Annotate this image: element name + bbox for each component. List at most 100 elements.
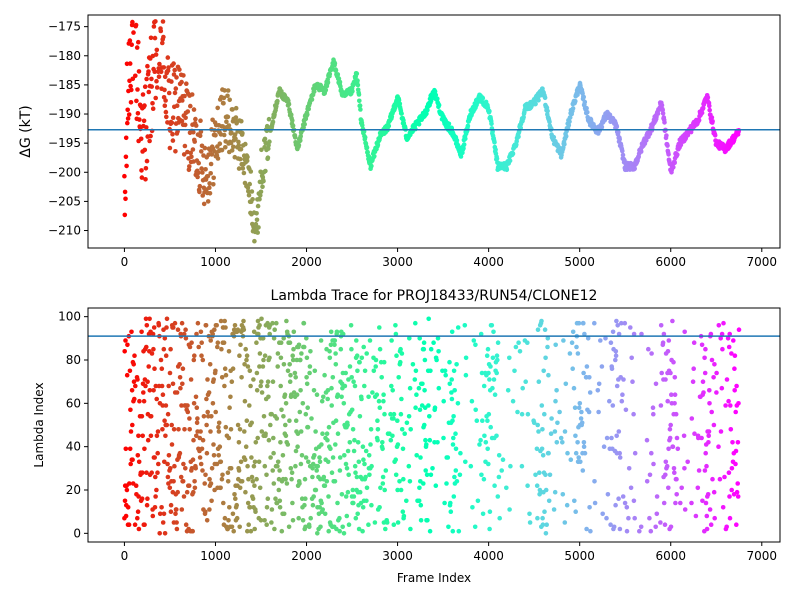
delta-g-point: [545, 108, 550, 114]
lambda-point: [343, 494, 349, 499]
delta-g-point: [290, 123, 296, 129]
lambda-point: [291, 329, 297, 335]
lambda-point: [543, 487, 549, 493]
lambda-point: [507, 355, 512, 361]
lambda-point: [309, 416, 314, 421]
delta-g-point: [551, 134, 557, 140]
lambda-point: [348, 323, 354, 328]
lambda-point: [417, 407, 423, 413]
lambda-point: [257, 485, 263, 491]
lambda-point: [251, 377, 256, 382]
delta-g-point: [238, 147, 244, 152]
lambda-point: [733, 461, 738, 467]
lambda-point: [398, 359, 403, 365]
lambda-point: [311, 494, 317, 499]
lambda-point: [298, 429, 304, 434]
lambda-point: [133, 483, 139, 489]
delta-g-point: [255, 203, 261, 209]
lambda-point: [158, 357, 164, 363]
lambda-point: [305, 405, 311, 411]
lambda-point: [257, 351, 263, 356]
lambda-point: [215, 344, 220, 350]
lambda-point: [648, 528, 654, 534]
lambda-point: [219, 476, 225, 482]
lambda-point: [264, 505, 270, 510]
delta-g-point: [397, 101, 403, 106]
delta-g-point: [122, 212, 128, 218]
x-tick-label: 5000: [564, 255, 595, 269]
lambda-point: [543, 355, 548, 361]
lambda-point: [671, 359, 676, 365]
lambda-point: [398, 487, 404, 493]
lambda-point: [337, 515, 342, 521]
lambda-point: [486, 411, 492, 417]
lambda-point: [222, 318, 227, 324]
lambda-point: [245, 500, 251, 506]
delta-g-point: [179, 118, 185, 124]
delta-g-point: [185, 109, 191, 114]
delta-g-point: [245, 154, 250, 160]
lambda-point: [253, 440, 259, 445]
lambda-point: [408, 526, 413, 532]
lambda-point: [515, 409, 520, 415]
x-tick-label: 7000: [747, 255, 778, 269]
lambda-point: [144, 344, 149, 350]
lambda-point: [390, 433, 395, 439]
lambda-point: [734, 522, 739, 527]
lambda-point: [337, 528, 343, 534]
lambda-point: [364, 498, 369, 504]
lambda-point: [567, 351, 573, 356]
lambda-point: [179, 507, 185, 512]
lambda-point: [578, 416, 584, 421]
y-tick-label: 40: [66, 440, 81, 454]
delta-g-point: [236, 139, 241, 145]
lambda-point: [140, 433, 145, 439]
lambda-point: [367, 472, 372, 478]
lambda-point: [312, 368, 318, 374]
lambda-point: [486, 461, 491, 467]
lambda-point: [421, 340, 427, 346]
lambda-point: [539, 446, 545, 452]
lambda-point: [287, 418, 292, 424]
lambda-point: [180, 479, 186, 484]
lambda-point: [724, 524, 729, 530]
lambda-point: [536, 429, 541, 434]
lambda-point: [406, 463, 412, 469]
lambda-point: [124, 487, 130, 493]
lambda-point: [412, 377, 418, 382]
lambda-point: [391, 411, 397, 417]
lambda-point: [281, 511, 287, 517]
lambda-point: [463, 355, 469, 361]
delta-g-point: [188, 103, 193, 109]
lambda-point: [190, 457, 196, 463]
delta-g-point: [665, 143, 670, 148]
lambda-point: [428, 472, 434, 478]
lambda-point: [181, 461, 186, 467]
lambda-point: [245, 463, 250, 469]
lambda-point: [174, 390, 180, 395]
lambda-point: [380, 474, 386, 480]
y-tick-label: −200: [48, 165, 81, 179]
lambda-point: [153, 383, 159, 389]
lambda-point: [573, 450, 579, 456]
delta-g-point: [666, 152, 671, 157]
lambda-point: [632, 450, 638, 456]
lambda-point: [163, 353, 169, 359]
lambda-point: [346, 472, 352, 478]
lambda-point: [142, 522, 147, 527]
lambda-point: [712, 362, 717, 367]
lambda-point: [685, 459, 690, 465]
lambda-point: [428, 346, 434, 352]
lambda-point: [322, 511, 328, 517]
delta-g-point: [148, 133, 153, 139]
delta-g-point: [126, 112, 132, 117]
lambda-point: [257, 323, 262, 328]
lambda-point: [689, 416, 695, 421]
delta-g-point: [170, 138, 176, 143]
lambda-point: [184, 489, 190, 495]
lambda-point: [230, 511, 236, 517]
lambda-point: [274, 320, 279, 326]
lambda-point: [490, 385, 495, 391]
lambda-point: [482, 433, 487, 439]
delta-g-point: [198, 118, 203, 123]
